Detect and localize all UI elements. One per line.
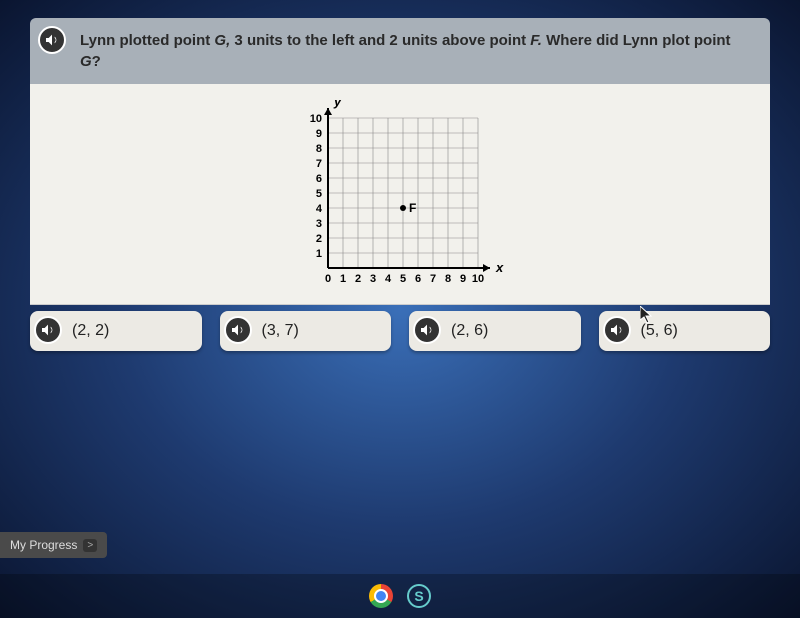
svg-text:1: 1 (316, 248, 322, 260)
progress-label: My Progress (10, 538, 77, 552)
qt-g1: G, (214, 32, 230, 49)
answer-option-1[interactable]: (2, 2) (30, 311, 202, 351)
svg-text:7: 7 (316, 158, 322, 170)
svg-text:6: 6 (316, 173, 322, 185)
svg-text:2: 2 (316, 233, 322, 245)
answer-3-label: (2, 6) (451, 322, 488, 340)
qt-1: Lynn plotted point (80, 32, 214, 49)
answer-option-4[interactable]: (5, 6) (599, 311, 771, 351)
svg-text:4: 4 (385, 273, 392, 285)
svg-text:1: 1 (340, 273, 346, 285)
svg-text:5: 5 (400, 273, 406, 285)
svg-text:9: 9 (460, 273, 466, 285)
s-letter: S (414, 588, 423, 604)
question-text: Lynn plotted point G, 3 units to the lef… (80, 30, 754, 72)
svg-text:y: y (333, 100, 342, 109)
coordinate-grid: 01234567891012345678910yxF (290, 100, 510, 290)
speaker-icon (609, 322, 625, 338)
svg-text:6: 6 (415, 273, 421, 285)
taskbar: S (0, 574, 800, 618)
answer-1-label: (2, 2) (72, 322, 109, 340)
qt-3: Where did Lynn plot point (542, 32, 731, 49)
qt-2: 3 units to the left and 2 units above po… (230, 32, 530, 49)
speaker-icon (44, 32, 60, 48)
svg-text:8: 8 (316, 143, 322, 155)
svg-text:4: 4 (316, 203, 323, 215)
speaker-icon (40, 322, 56, 338)
answer-2-audio-button[interactable] (224, 316, 252, 344)
svg-text:0: 0 (325, 273, 331, 285)
speaker-icon (230, 322, 246, 338)
qt-g2: G (80, 53, 92, 70)
svg-text:5: 5 (316, 188, 322, 200)
speaker-icon (419, 322, 435, 338)
answer-2-label: (3, 7) (262, 322, 299, 340)
grid-svg: 01234567891012345678910yxF (290, 100, 510, 290)
my-progress-button[interactable]: My Progress > (0, 532, 107, 558)
s-app-icon[interactable]: S (407, 584, 431, 608)
svg-text:2: 2 (355, 273, 361, 285)
svg-text:7: 7 (430, 273, 436, 285)
svg-text:10: 10 (472, 273, 484, 285)
qt-f1: F. (530, 32, 542, 49)
svg-text:x: x (495, 260, 504, 275)
qt-4: ? (92, 53, 101, 70)
svg-text:F: F (409, 201, 416, 215)
graph-panel: 01234567891012345678910yxF (30, 84, 770, 305)
svg-text:3: 3 (316, 218, 322, 230)
answer-4-label: (5, 6) (641, 322, 678, 340)
question-audio-button[interactable] (38, 26, 66, 54)
svg-text:8: 8 (445, 273, 451, 285)
chrome-icon[interactable] (369, 584, 393, 608)
answer-1-audio-button[interactable] (34, 316, 62, 344)
svg-text:9: 9 (316, 128, 322, 140)
answer-option-2[interactable]: (3, 7) (220, 311, 392, 351)
answer-3-audio-button[interactable] (413, 316, 441, 344)
chevron-right-icon: > (83, 539, 97, 552)
answers-row: (2, 2) (3, 7) (2, 6) (5, 6) (30, 311, 770, 351)
answer-option-3[interactable]: (2, 6) (409, 311, 581, 351)
svg-text:10: 10 (310, 113, 322, 125)
question-card: Lynn plotted point G, 3 units to the lef… (30, 18, 770, 84)
svg-text:3: 3 (370, 273, 376, 285)
answer-4-audio-button[interactable] (603, 316, 631, 344)
